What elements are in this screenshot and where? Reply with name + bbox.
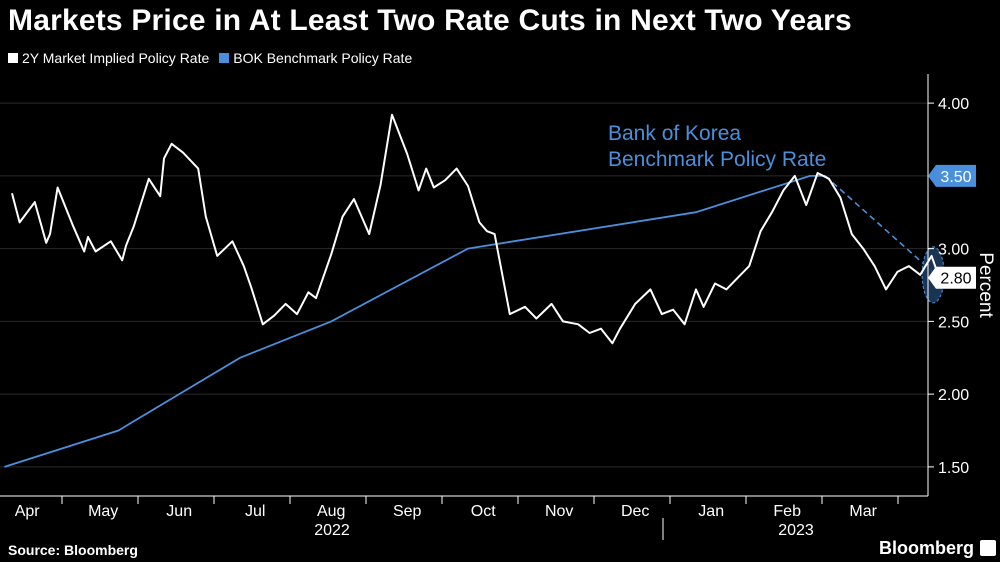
last-value-badge-bok xyxy=(928,164,976,187)
x-tick-label: Dec xyxy=(621,503,649,520)
axis-layer: 1.50 2.00 2.50 3.00 3.50 4.00 Percent Apr May Jun… xyxy=(0,74,996,540)
x-tick-label: May xyxy=(88,503,118,520)
x-tick-label: Nov xyxy=(545,503,573,520)
legend-label-bok: BOK Benchmark Policy Rate xyxy=(233,50,413,66)
source-note: Source: Bloomberg xyxy=(8,542,138,558)
series-forecast-bok xyxy=(824,175,940,279)
label-layer: Bank of Korea Benchmark Policy Rate 3.50 2.… xyxy=(608,122,976,289)
brand-logo: Bloomberg xyxy=(878,538,974,558)
legend-swatch-bok xyxy=(219,53,230,63)
last-value-label-market: 2.80 xyxy=(940,271,971,288)
legend-swatch-market xyxy=(8,53,18,63)
annotation-line-1: Bank of Korea xyxy=(608,122,741,145)
legend-item-bok: BOK Benchmark Policy Rate xyxy=(219,50,412,66)
x-tick-label: Jun xyxy=(166,503,192,520)
x-year-label: 2023 xyxy=(778,522,814,539)
last-value-label-bok: 3.50 xyxy=(940,169,971,186)
chart-title: Markets Price in At Least Two Rate Cuts … xyxy=(8,4,852,37)
last-value-badge-market xyxy=(928,266,976,289)
x-tick-label: Sep xyxy=(393,503,422,520)
y-tick-label: 4.00 xyxy=(938,96,969,113)
legend-item-market: 2Y Market Implied Policy Rate xyxy=(8,50,209,66)
y-tick-label: 2.50 xyxy=(938,314,969,331)
x-tick-label: Aug xyxy=(317,503,345,520)
bloomberg-terminal-icon xyxy=(980,540,996,556)
x-tick-label: Feb xyxy=(773,503,801,520)
x-tick-label: Jan xyxy=(698,503,724,520)
x-year-label: 2022 xyxy=(314,522,350,539)
series-line-market xyxy=(11,113,941,345)
x-tick-label: Apr xyxy=(15,503,41,520)
x-tick-label: Oct xyxy=(471,503,496,520)
series-line-bok xyxy=(4,175,826,468)
legend-label-market: 2Y Market Implied Policy Rate xyxy=(22,50,210,66)
chart-legend: 2Y Market Implied Policy Rate BOK Benchm… xyxy=(8,50,412,66)
y-axis-title: Percent xyxy=(975,252,996,318)
y-tick-label: 1.50 xyxy=(938,460,969,477)
annotation-line-2: Benchmark Policy Rate xyxy=(608,148,826,171)
x-tick-label: Jul xyxy=(245,503,265,520)
x-tick-label: Mar xyxy=(849,503,877,520)
y-tick-label: 2.00 xyxy=(938,387,969,404)
y-tick-label: 3.00 xyxy=(938,242,969,259)
grid-layer xyxy=(0,102,928,468)
